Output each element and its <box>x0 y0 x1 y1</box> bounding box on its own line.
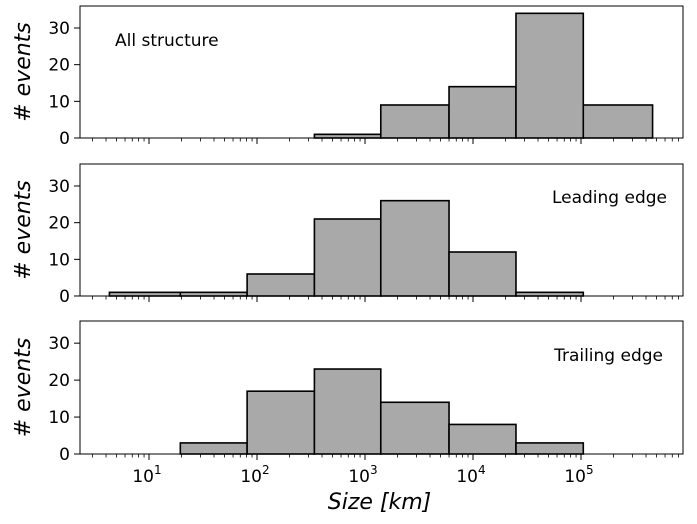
y-tick-label: 0 <box>59 445 70 465</box>
x-tick-label: 101 <box>132 463 161 487</box>
histogram-bar <box>246 390 316 455</box>
y-tick-label: 20 <box>48 214 70 234</box>
axes-frame <box>79 5 684 139</box>
x-tick-label: 105 <box>564 463 593 487</box>
histogram-bar <box>582 104 654 139</box>
histogram-bar <box>313 218 382 297</box>
histogram-bar <box>448 251 517 297</box>
histogram-bar <box>515 291 585 297</box>
x-tick-label: 102 <box>240 463 269 487</box>
y-tick-label: 10 <box>48 408 70 428</box>
histogram-bar <box>179 291 248 297</box>
panel-annotation: Leading edge <box>552 188 667 208</box>
panel-annotation: Trailing edge <box>553 346 663 366</box>
y-tick-label: 30 <box>48 177 70 197</box>
histogram-bar <box>379 401 450 455</box>
y-tick-label: 10 <box>48 92 70 112</box>
histogram-bar <box>179 442 248 455</box>
histogram-bar <box>379 104 450 139</box>
panel-2: 0 10 20 30 # events Leading edge <box>11 163 684 307</box>
y-tick-label: 10 <box>48 250 70 270</box>
panel-annotation: All structure <box>115 31 219 51</box>
x-axis-label: Size [km] <box>328 490 432 515</box>
x-tick-label: 103 <box>348 463 377 487</box>
histogram-bar <box>515 442 585 455</box>
histogram-bar <box>448 423 517 455</box>
panel-1: 0 10 20 30 # events All structure <box>11 5 684 149</box>
histogram-bar <box>515 12 585 139</box>
axes-frame <box>79 163 684 297</box>
histogram-bar <box>379 199 450 297</box>
y-tick-label: 30 <box>48 19 70 39</box>
y-tick-label: 20 <box>48 56 70 76</box>
y-axis-label: # events <box>11 180 36 280</box>
y-axis-label: # events <box>11 22 36 122</box>
panel-3: 0 10 20 30 # events Trailing edge 101 102 103 104… <box>11 320 684 515</box>
y-tick-label: 20 <box>48 371 70 391</box>
axes-frame <box>79 320 684 455</box>
x-tick-label: 104 <box>456 463 485 487</box>
histogram-bar <box>246 273 316 297</box>
y-tick-label: 30 <box>48 334 70 354</box>
histogram-bar <box>313 368 382 455</box>
y-tick-label: 0 <box>59 287 70 307</box>
y-tick-label: 0 <box>59 129 70 149</box>
histogram-bar <box>108 291 182 297</box>
histogram-bar <box>448 85 517 139</box>
histogram-bar <box>313 133 382 139</box>
y-axis-label: # events <box>11 338 36 438</box>
